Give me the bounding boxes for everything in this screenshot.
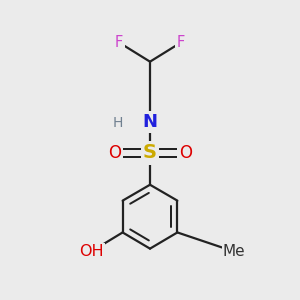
Text: OH: OH <box>79 244 104 259</box>
Text: H: H <box>112 116 123 130</box>
Text: F: F <box>115 35 123 50</box>
Text: O: O <box>108 144 121 162</box>
Text: F: F <box>177 35 185 50</box>
Text: S: S <box>143 143 157 162</box>
Text: N: N <box>142 113 158 131</box>
Text: O: O <box>179 144 192 162</box>
Text: Me: Me <box>223 244 245 259</box>
